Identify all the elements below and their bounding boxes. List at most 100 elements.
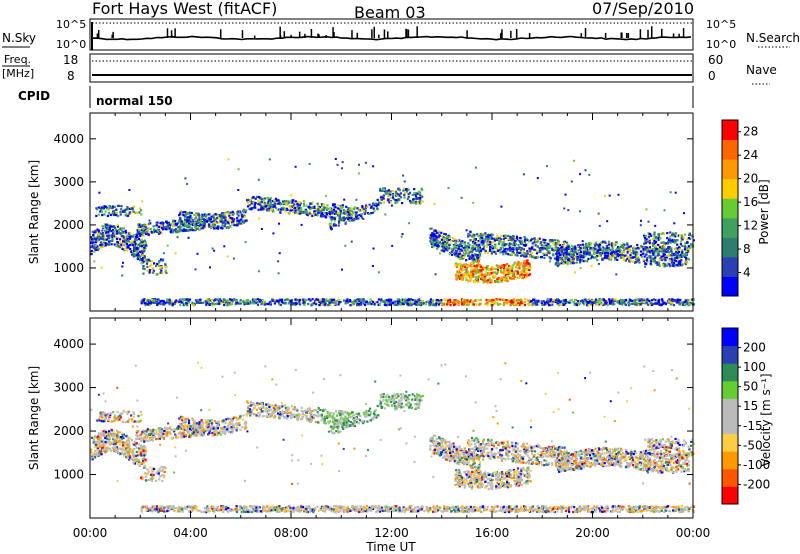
echo-cell	[495, 264, 498, 267]
echo-cell	[490, 272, 493, 275]
echo-cell	[598, 246, 601, 249]
echo-cell	[197, 301, 200, 304]
echo-cell	[108, 227, 111, 231]
echo-cell	[223, 303, 226, 307]
echo-cell	[627, 301, 630, 304]
echo-cell	[664, 301, 667, 304]
echo-cell	[437, 237, 440, 240]
echo-cell	[555, 256, 559, 259]
echo-cell	[186, 183, 188, 185]
echo-cell	[166, 227, 169, 230]
echo-cell	[671, 238, 674, 241]
echo-cell	[663, 243, 666, 246]
echo-cell	[460, 244, 463, 247]
echo-cell	[167, 301, 170, 304]
echo-cell	[179, 210, 182, 213]
echo-cell	[520, 299, 523, 302]
echo-cell	[298, 298, 301, 301]
echo-cell	[528, 303, 531, 306]
echo-cell	[477, 261, 480, 265]
echo-cell	[594, 301, 597, 304]
echo-cell	[508, 264, 511, 268]
echo-cell	[258, 202, 261, 205]
echo-cell	[271, 298, 274, 301]
echo-cell	[547, 299, 550, 302]
echo-cell	[583, 246, 586, 249]
echo-cell	[606, 304, 609, 307]
echo-cell	[230, 219, 233, 222]
echo-cell	[476, 255, 479, 259]
echo-cell	[193, 213, 196, 217]
echo-cell	[647, 220, 650, 223]
echo-cell	[358, 302, 361, 305]
echo-cell	[198, 217, 201, 220]
echo-cell	[296, 205, 299, 208]
echo-cell	[354, 213, 358, 216]
echo-cell	[443, 250, 446, 253]
echo-cell	[352, 211, 356, 214]
echo-cell	[319, 209, 322, 212]
echo-cell	[447, 187, 450, 190]
echo-cell	[509, 235, 512, 238]
echo-cell	[644, 265, 647, 268]
echo-cell	[144, 230, 148, 233]
echo-cell	[618, 249, 621, 252]
echo-cell	[457, 255, 460, 258]
echo-cell	[674, 263, 677, 266]
echo-cell	[684, 254, 687, 257]
echo-cell	[660, 248, 664, 251]
echo-cell	[515, 299, 518, 303]
echo-cell	[623, 254, 626, 257]
echo-cell	[116, 223, 119, 226]
echo-cell	[386, 299, 389, 302]
echo-cell	[340, 218, 343, 221]
echo-cell	[515, 239, 518, 242]
echo-cell	[551, 247, 554, 250]
echo-cell	[563, 248, 567, 251]
echo-cell	[256, 195, 259, 198]
echo-cell	[546, 248, 549, 251]
echo-cell	[477, 260, 480, 263]
echo-cell	[236, 217, 239, 220]
echo-cell	[601, 247, 604, 250]
echo-cell	[111, 225, 114, 228]
echo-cell	[659, 246, 662, 249]
echo-cell	[654, 256, 657, 259]
echo-cell	[98, 191, 101, 194]
echo-cell	[141, 248, 144, 251]
echo-cell	[671, 301, 674, 305]
echo-cell	[453, 299, 456, 302]
echo-cell	[391, 196, 394, 199]
echo-cell	[106, 207, 109, 210]
echo-cell	[138, 250, 142, 254]
echo-cell	[648, 239, 651, 242]
echo-cell	[162, 228, 165, 231]
echo-cell	[640, 299, 643, 302]
echo-cell	[284, 302, 287, 305]
echo-cell	[437, 303, 441, 306]
echo-cell	[525, 255, 528, 258]
echo-cell	[574, 245, 577, 248]
echo-cell	[123, 240, 126, 243]
echo-cell	[477, 258, 480, 261]
echo-cell	[554, 263, 557, 266]
echo-cell	[433, 203, 436, 206]
echo-cell	[639, 246, 642, 249]
echo-cell	[407, 303, 411, 307]
echo-cell	[491, 241, 495, 244]
echo-cell	[166, 222, 169, 225]
echo-cell	[151, 230, 154, 233]
echo-cell	[513, 261, 516, 264]
echo-cell	[445, 238, 448, 242]
echo-cell	[111, 211, 114, 214]
echo-cell	[345, 300, 348, 303]
echo-cell	[677, 262, 680, 265]
nsky-tick-bottom: 10^0	[56, 38, 86, 51]
echo-cell	[230, 299, 233, 302]
echo-cell	[511, 238, 514, 241]
echo-cell	[181, 298, 184, 301]
echo-cell	[126, 214, 129, 217]
echo-cell	[676, 252, 679, 255]
echo-cell	[229, 211, 232, 214]
echo-cell	[504, 243, 507, 246]
